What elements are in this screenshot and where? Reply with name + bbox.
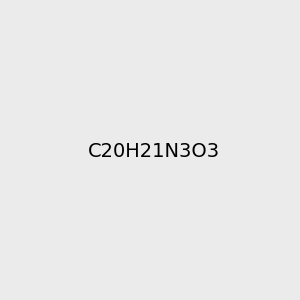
Text: C20H21N3O3: C20H21N3O3 <box>88 142 220 161</box>
